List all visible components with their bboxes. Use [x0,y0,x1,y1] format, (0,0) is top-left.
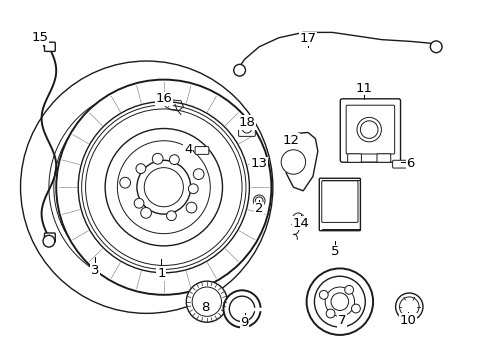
Circle shape [325,309,334,318]
Circle shape [306,269,372,335]
Polygon shape [285,132,317,191]
Text: 5: 5 [330,246,339,258]
Circle shape [117,141,210,234]
Text: 7: 7 [337,314,346,327]
Text: 4: 4 [183,143,192,156]
Circle shape [229,296,254,321]
Text: 16: 16 [155,93,172,105]
FancyBboxPatch shape [44,233,55,242]
Circle shape [78,102,249,273]
Circle shape [399,297,418,316]
Circle shape [242,123,251,133]
Text: 6: 6 [406,157,414,170]
FancyBboxPatch shape [340,99,400,162]
Circle shape [356,117,381,142]
FancyBboxPatch shape [319,178,360,231]
Text: 1: 1 [157,267,165,280]
Circle shape [120,177,130,188]
Text: 2: 2 [254,202,263,215]
Circle shape [166,211,176,221]
Circle shape [20,61,272,313]
Circle shape [319,291,327,299]
Circle shape [136,164,145,174]
Text: 3: 3 [91,264,100,276]
Text: 18: 18 [238,116,255,129]
Text: 15: 15 [32,31,48,44]
Circle shape [188,184,198,194]
Circle shape [152,153,163,164]
Text: 10: 10 [399,314,416,327]
FancyBboxPatch shape [347,154,361,162]
FancyBboxPatch shape [376,154,390,162]
FancyBboxPatch shape [238,124,255,136]
Circle shape [56,80,271,295]
Circle shape [281,150,305,174]
Circle shape [223,290,260,328]
Circle shape [81,105,245,269]
FancyBboxPatch shape [392,160,408,168]
FancyBboxPatch shape [346,105,394,154]
Circle shape [105,129,222,246]
Circle shape [192,287,221,316]
Circle shape [429,41,441,53]
Text: 17: 17 [299,32,316,45]
Circle shape [141,207,151,218]
Circle shape [330,293,348,310]
Circle shape [43,235,55,247]
FancyBboxPatch shape [321,181,357,222]
Circle shape [292,213,304,225]
FancyBboxPatch shape [44,42,55,51]
Text: 14: 14 [292,217,308,230]
Circle shape [253,195,264,207]
Text: 13: 13 [250,157,267,170]
Text: 11: 11 [355,82,372,95]
Circle shape [395,293,422,320]
FancyBboxPatch shape [195,147,208,154]
Text: 9: 9 [240,316,248,329]
Circle shape [360,121,377,138]
Circle shape [137,160,190,214]
Circle shape [134,198,143,208]
Circle shape [169,155,179,165]
Circle shape [144,168,183,207]
Circle shape [233,64,245,76]
Circle shape [186,202,197,213]
Circle shape [351,304,360,313]
Circle shape [186,281,227,322]
Circle shape [255,197,263,205]
Text: 8: 8 [201,301,209,314]
Text: 12: 12 [282,134,299,147]
Circle shape [85,109,242,265]
Circle shape [344,285,353,294]
Circle shape [314,276,365,327]
Circle shape [193,169,203,180]
Circle shape [325,287,354,316]
